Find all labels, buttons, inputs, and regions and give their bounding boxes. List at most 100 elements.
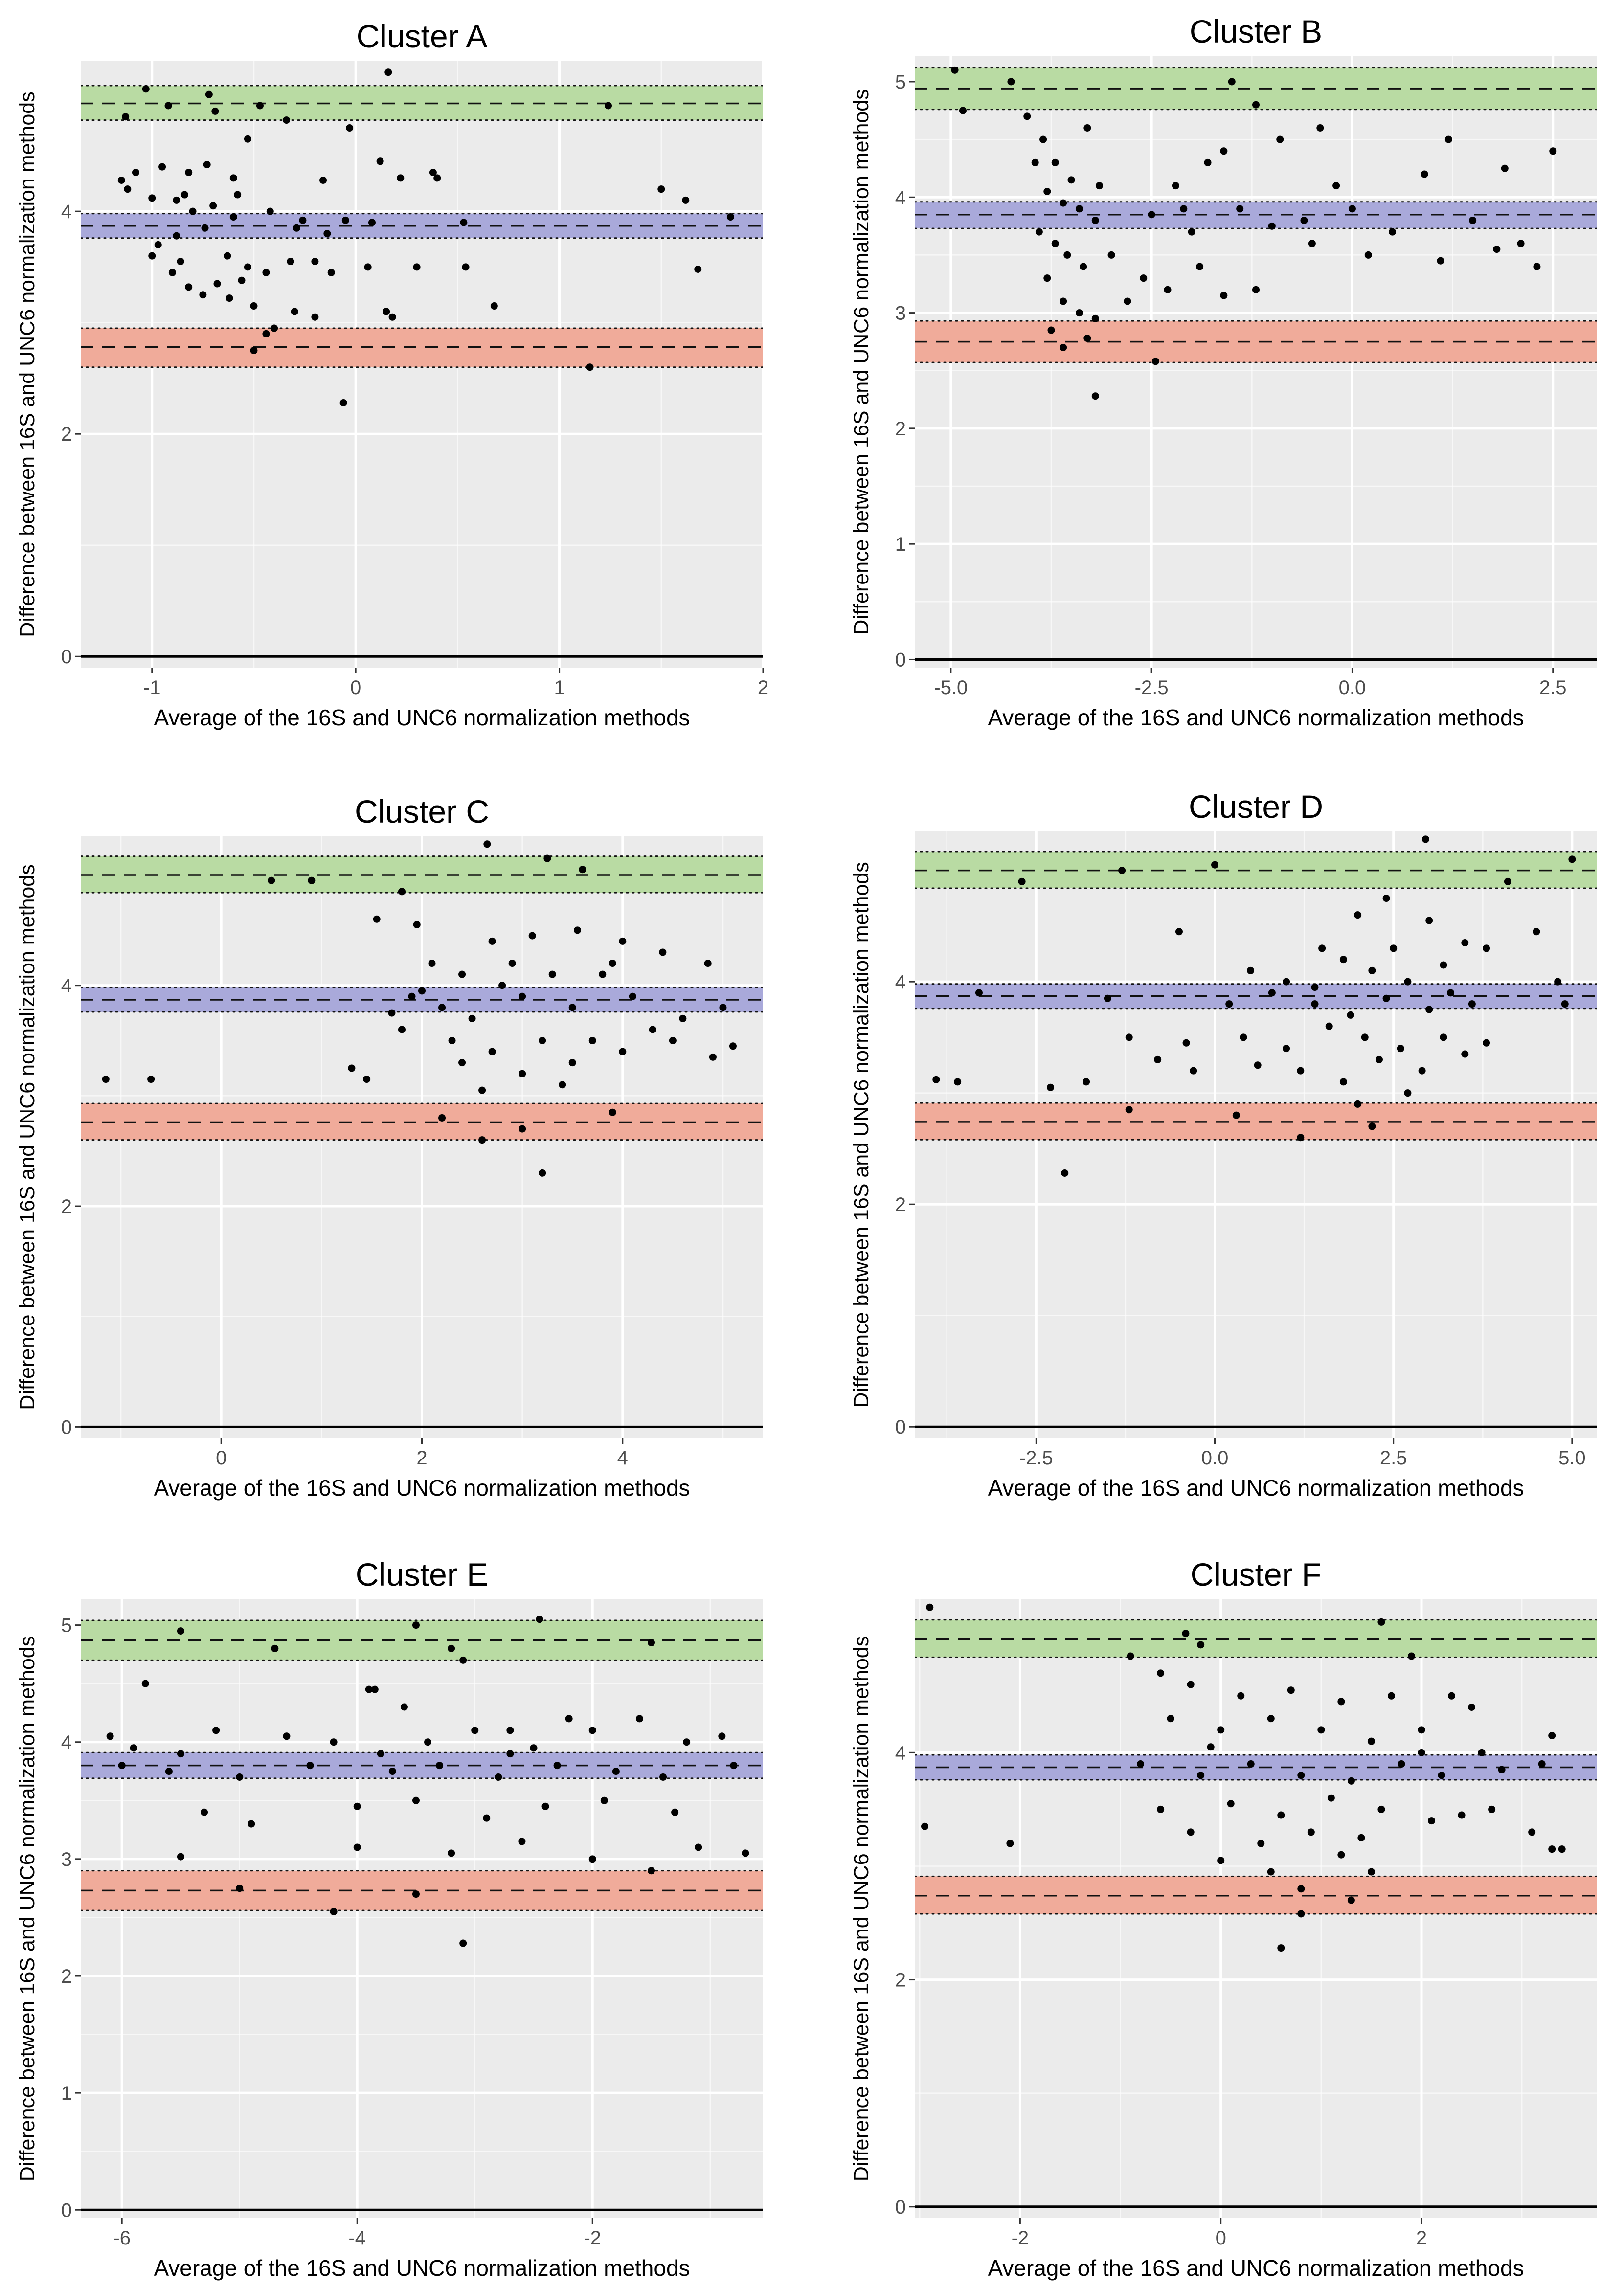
data-point (377, 1750, 384, 1758)
data-point (236, 1885, 244, 1892)
data-point (1268, 222, 1276, 230)
data-point (709, 1053, 717, 1061)
data-point (368, 219, 376, 226)
data-point (1404, 978, 1412, 986)
y-tick-label: 5 (895, 71, 906, 93)
chart-title: Cluster D (1189, 788, 1323, 825)
plot-area (915, 56, 1597, 668)
data-point (1561, 1000, 1569, 1008)
data-point (1061, 1169, 1069, 1177)
data-point (1549, 147, 1557, 155)
data-point (1337, 1851, 1345, 1859)
data-point (1190, 1067, 1197, 1075)
data-point (694, 265, 702, 273)
data-point (299, 216, 307, 224)
data-point (1421, 170, 1428, 178)
data-point (1478, 1749, 1486, 1756)
data-point (373, 915, 381, 923)
data-point (1035, 228, 1043, 236)
data-point (1325, 1022, 1333, 1030)
data-point (1528, 1828, 1536, 1836)
y-tick-label: 2 (61, 1196, 72, 1217)
x-tick-label: 2 (1416, 2227, 1427, 2249)
data-point (1157, 1805, 1165, 1813)
data-point (1377, 1618, 1385, 1626)
data-point (629, 992, 636, 1000)
data-point (436, 1762, 444, 1770)
data-point (388, 1009, 396, 1017)
data-point (398, 1026, 406, 1033)
data-point (224, 252, 231, 260)
data-point (635, 1715, 643, 1723)
data-point (1104, 994, 1111, 1002)
y-tick-label: 4 (61, 975, 72, 997)
data-point (1554, 978, 1562, 986)
data-point (659, 948, 667, 956)
x-tick-label: 2.5 (1539, 677, 1567, 698)
data-point (1368, 1122, 1376, 1130)
data-point (1368, 966, 1376, 974)
data-point (488, 937, 496, 945)
data-point (164, 102, 172, 110)
data-point (1091, 314, 1099, 322)
data-point (353, 1843, 361, 1851)
data-point (1425, 917, 1433, 924)
data-point (173, 196, 180, 204)
data-point (726, 213, 734, 221)
data-point (397, 174, 405, 182)
data-point (1125, 1106, 1133, 1114)
data-point (1140, 274, 1148, 282)
data-point (1311, 984, 1319, 991)
chart-title: Cluster E (356, 1556, 488, 1593)
data-point (132, 169, 139, 177)
x-tick-label: 2 (416, 1447, 427, 1469)
data-point (1498, 1766, 1506, 1773)
data-point (1407, 1652, 1415, 1660)
data-point (718, 1732, 726, 1740)
data-point (1007, 78, 1015, 86)
data-point (238, 276, 246, 284)
y-tick-label: 0 (61, 2199, 72, 2221)
data-point (418, 987, 426, 995)
data-point (448, 1849, 455, 1857)
x-tick-label: 4 (617, 1447, 628, 1469)
data-point (1006, 1840, 1014, 1847)
data-point (1180, 205, 1188, 213)
data-point (1307, 1828, 1315, 1836)
y-tick-label: 2 (895, 418, 906, 440)
band-upper (81, 86, 763, 120)
data-point (1095, 182, 1103, 190)
data-point (413, 263, 421, 271)
data-point (346, 124, 354, 132)
x-tick-label: -2.5 (1135, 677, 1169, 698)
data-point (1164, 286, 1172, 293)
data-point (236, 1773, 244, 1781)
data-point (1276, 135, 1284, 143)
data-point (199, 291, 207, 299)
data-point (1447, 989, 1455, 997)
data-point (1404, 1089, 1412, 1097)
data-point (1211, 861, 1219, 869)
data-point (471, 1727, 479, 1734)
y-axis-label: Difference between 16S and UNC6 normaliz… (850, 89, 873, 634)
data-point (271, 1644, 279, 1652)
data-point (1220, 147, 1228, 155)
data-point (388, 313, 396, 321)
data-point (348, 1064, 356, 1072)
data-point (1390, 944, 1398, 952)
data-point (729, 1042, 737, 1050)
data-point (506, 1750, 514, 1758)
data-point (519, 1070, 526, 1077)
data-point (1217, 1857, 1225, 1864)
data-point (293, 224, 300, 232)
data-point (1252, 286, 1260, 293)
data-point (185, 169, 193, 177)
y-tick-label: 4 (895, 1742, 906, 1764)
data-point (609, 1108, 616, 1116)
data-point (1297, 1067, 1305, 1075)
data-point (141, 1680, 149, 1687)
data-point (586, 363, 594, 371)
y-tick-label: 1 (61, 2083, 72, 2104)
data-point (1268, 989, 1276, 997)
data-point (1327, 1794, 1335, 1802)
